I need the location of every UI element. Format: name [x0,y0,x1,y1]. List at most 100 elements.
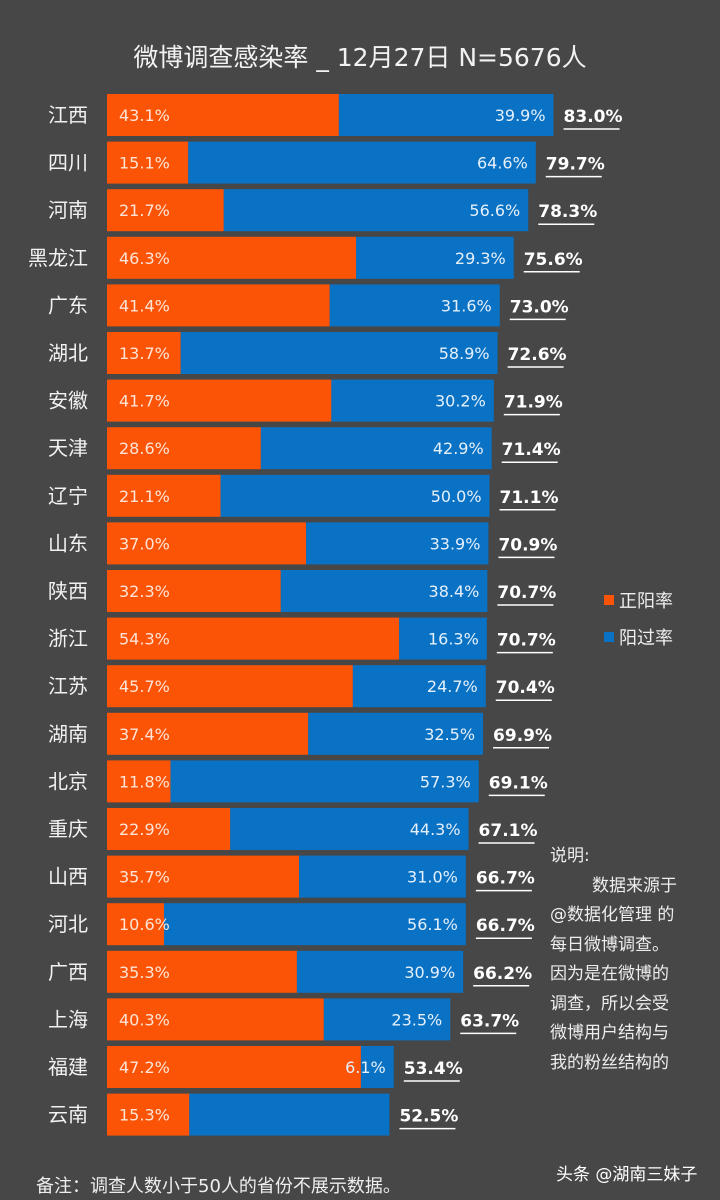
total-label: 83.0% [564,107,623,127]
data-label-recovered: 44.3% [410,820,461,839]
category-label: 浙江 [48,627,88,651]
total-label: 70.7% [497,631,556,651]
total-label: 66.7% [476,869,535,889]
bar-positive [107,284,330,327]
total-label: 69.9% [493,726,552,746]
legend-item-recovered: 阳过率 [604,624,673,650]
data-label-positive: 15.3% [119,1106,170,1125]
watermark: 头条 @湖南三妹子 [556,1165,698,1185]
total-label: 75.6% [524,250,583,270]
category-label: 北京 [48,769,88,793]
data-label-recovered: 42.9% [433,439,484,458]
stacked-bar-chart: 江西 43.1% 39.9% 83.0% 四川 15.1% 64.6% 79.7% 河南 21.7… [28,94,623,1136]
category-label: 陕西 [48,579,88,603]
total-label: 72.6% [508,345,567,365]
total-label: 69.1% [489,773,548,793]
data-label-recovered: 58.9% [439,344,490,363]
category-label: 山西 [48,865,88,889]
bar-recovered [296,950,464,993]
data-label-recovered: 31.6% [441,296,492,315]
bar-positive [107,998,324,1041]
notes-line: 微博用户结构与 [550,1023,669,1043]
total-label: 79.7% [546,155,605,175]
total-label: 78.3% [538,202,597,222]
bar-positive [107,427,261,470]
data-label-recovered: 24.7% [427,677,478,696]
data-label-recovered: 29.3% [455,249,506,268]
category-label: 四川 [48,151,88,175]
bar-recovered [164,903,466,946]
total-label: 63.7% [460,1011,519,1031]
bar-positive [107,94,339,136]
data-label-positive: 41.7% [119,392,170,411]
legend-swatch-blue [604,632,614,642]
category-label: 广东 [48,293,88,317]
data-label-positive: 46.3% [119,249,170,268]
bar-recovered [360,1046,394,1088]
total-label: 67.1% [479,821,538,841]
total-label: 71.9% [504,393,563,413]
notes-line: 数据来源于 [592,875,677,896]
category-label: 河南 [48,198,88,222]
legend-label: 正阳率 [619,591,673,612]
data-label-positive: 22.9% [119,820,170,839]
data-label-recovered: 39.9% [495,106,546,125]
chart-title: 微博调查感染率 _ 12月27日 N=5676人 [133,43,587,72]
footnote: 备注：调查人数小于50人的省份不展示数据。 [36,1176,401,1197]
data-label-positive: 15.1% [119,154,170,173]
category-label: 广西 [48,960,88,984]
data-label-recovered: 56.6% [469,201,520,220]
bar-recovered [352,665,486,708]
data-label-positive: 32.3% [119,582,170,601]
bar-positive [107,712,309,755]
bar-recovered [323,998,451,1041]
notes-line: 调查，所以会受 [550,993,669,1014]
bar-recovered [331,379,494,422]
data-label-positive: 47.2% [119,1058,170,1077]
data-label-positive: 35.7% [119,868,170,887]
total-label: 66.2% [473,964,532,984]
category-label: 湖南 [48,722,88,746]
total-label: 66.7% [476,916,535,936]
data-label-recovered: 38.4% [429,582,480,601]
data-label-recovered: 64.6% [477,154,528,173]
data-label-recovered: 31.0% [407,868,458,887]
notes-line: 我的粉丝结构的 [550,1052,669,1073]
data-label-positive: 40.3% [119,1010,170,1029]
data-label-positive: 10.6% [119,915,170,934]
data-label-positive: 41.4% [119,296,170,315]
category-label: 天津 [48,436,88,460]
bar-positive [107,332,181,374]
category-label: 黑龙江 [28,246,88,270]
notes-line: @数据化管理 的 [550,905,675,925]
category-label: 湖北 [48,341,88,365]
bar-positive [107,903,165,946]
bar-positive [107,522,307,565]
bar-recovered [338,94,554,136]
data-label-recovered: 50.0% [431,487,482,506]
bar-positive [107,665,353,708]
category-label: 辽宁 [48,484,88,508]
data-label-recovered: 57.3% [420,772,471,791]
data-label-positive: 21.7% [119,201,170,220]
category-label: 安徽 [48,389,88,413]
notes-line: 因为是在微博的 [550,964,669,984]
data-label-positive: 28.6% [119,439,170,458]
bar-positive [107,808,231,850]
bar-positive [107,236,357,279]
category-label: 云南 [48,1103,88,1127]
bar-recovered [188,141,536,184]
legend-item-positive: 正阳率 [604,587,673,613]
notes-line: 每日微博调查。 [550,934,669,955]
legend-label: 阳过率 [619,628,673,649]
bar-positive [107,474,221,517]
category-label: 江西 [48,103,88,127]
data-label-positive: 21.1% [119,487,170,506]
notes-heading: 说明: [550,846,590,866]
category-label: 江苏 [48,674,88,698]
bar-recovered [223,189,529,232]
bar-recovered [299,855,466,898]
category-label: 重庆 [48,817,88,841]
data-label-positive: 37.0% [119,534,170,553]
bar-recovered [170,760,479,803]
